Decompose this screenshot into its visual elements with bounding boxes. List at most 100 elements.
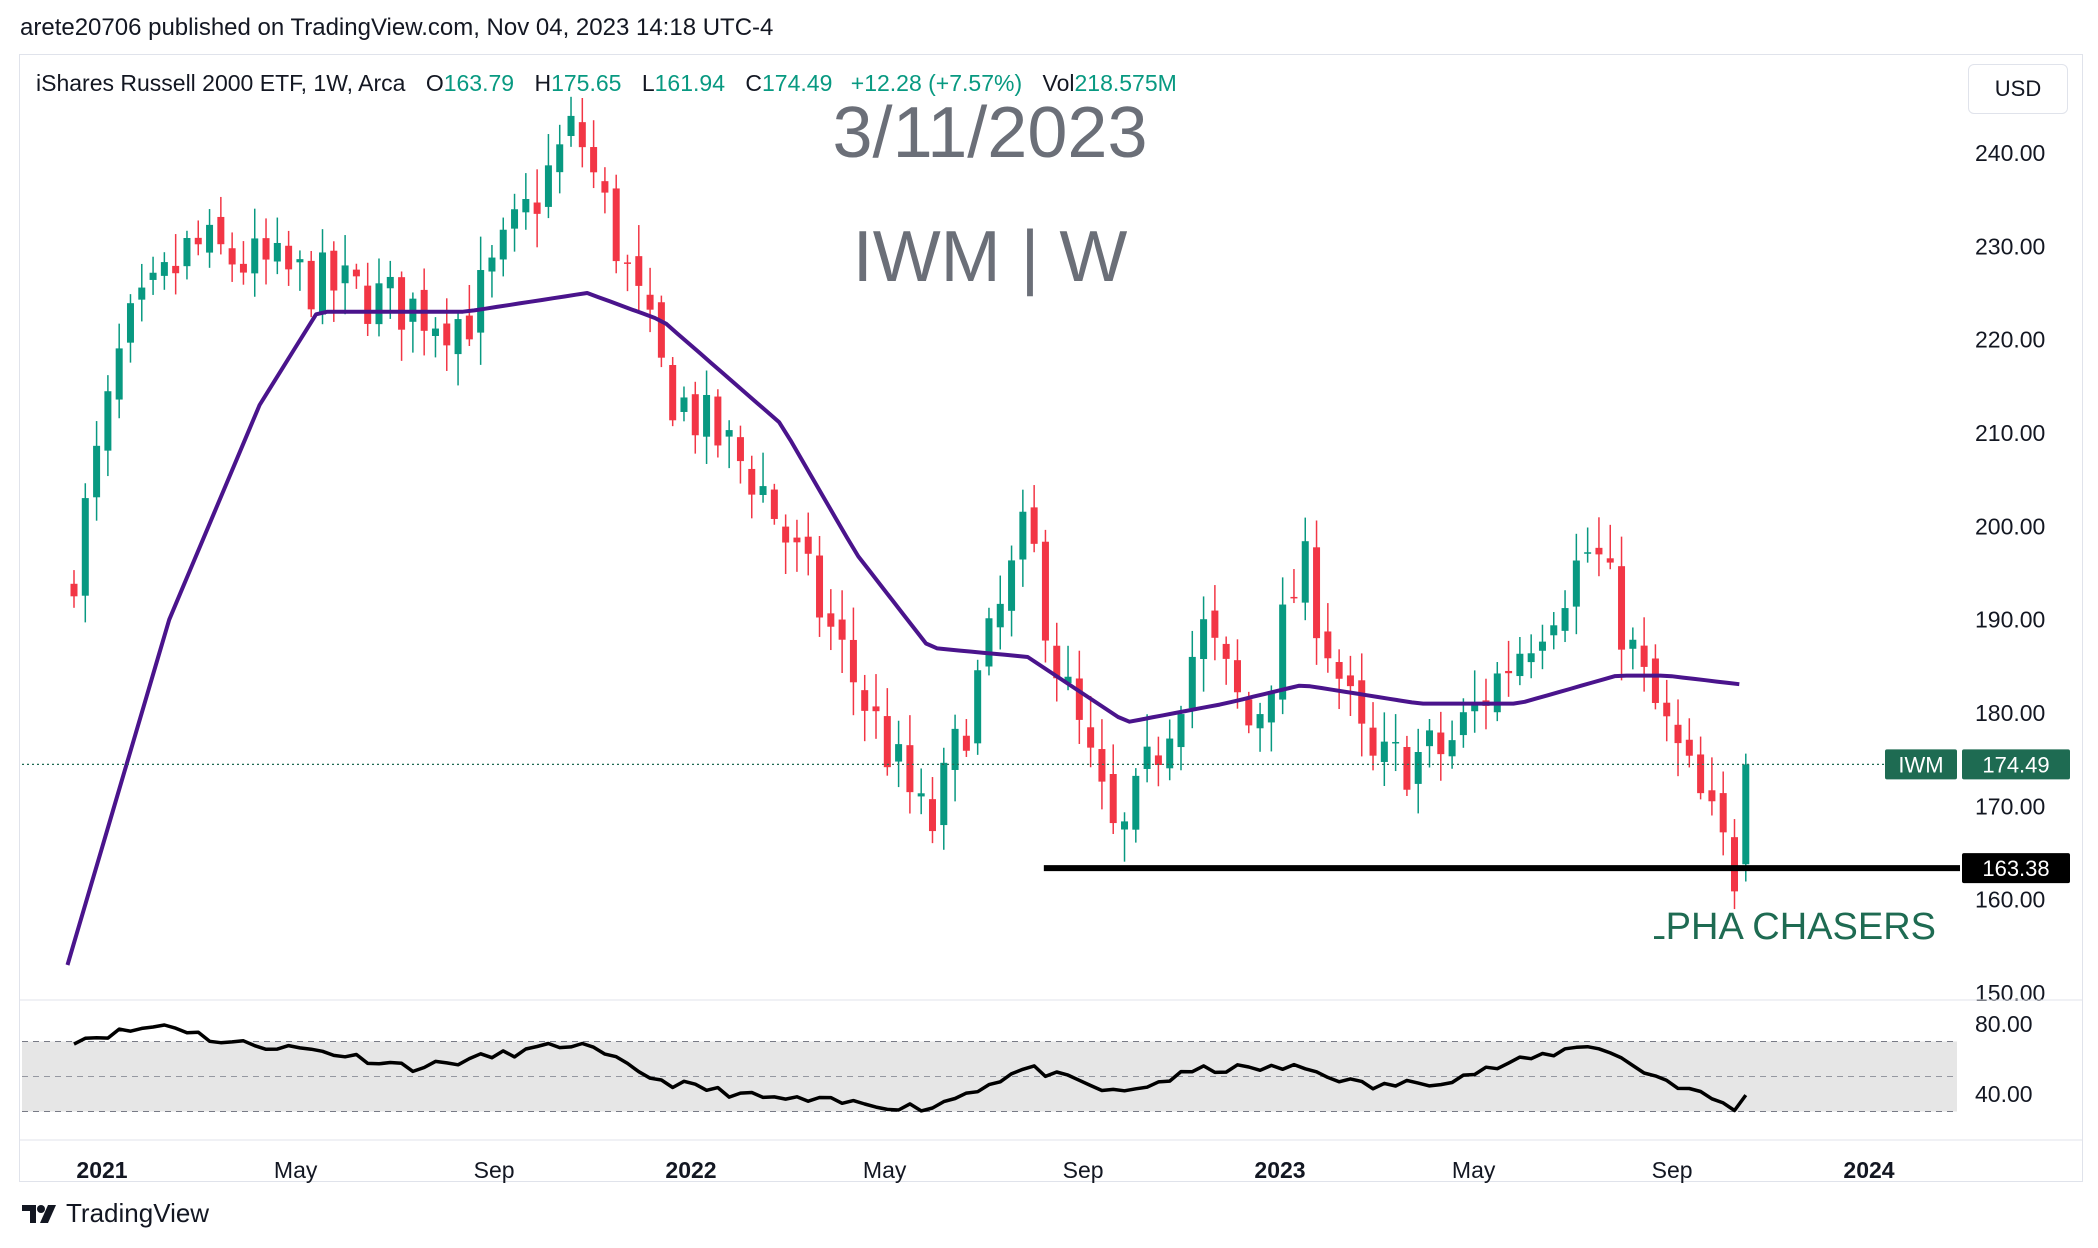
candle-body — [759, 486, 767, 495]
legend-open-label: O — [425, 70, 444, 96]
last-price-value: 174.49 — [1982, 752, 2049, 777]
candle-body — [985, 618, 993, 667]
tradingview-logo[interactable]: TradingView — [22, 1198, 209, 1229]
candle-body — [477, 270, 485, 333]
candle-body — [612, 188, 620, 262]
currency-button[interactable]: USD — [1968, 64, 2068, 114]
watermark-date: 3/11/2023 — [832, 93, 1148, 173]
candle-body — [804, 536, 812, 554]
candle-body — [1505, 670, 1513, 674]
candle-body — [1087, 727, 1095, 748]
candle-body — [1313, 547, 1321, 639]
candle-body — [635, 256, 643, 286]
candle-body — [1019, 511, 1027, 560]
alpha-chasers-text: ALPHA CHASERS — [1654, 906, 1936, 948]
candle-body — [1233, 660, 1241, 693]
candle-body — [657, 302, 665, 358]
candle-body — [1188, 656, 1196, 709]
candle-body — [782, 526, 790, 543]
legend-high-value: 175.65 — [551, 70, 622, 96]
candle-body — [296, 259, 304, 263]
candle-body — [273, 242, 281, 262]
candle-body — [872, 706, 880, 712]
candle-body — [883, 716, 891, 768]
candle-body — [1279, 604, 1287, 700]
candle-body — [194, 237, 202, 245]
candle-body — [1618, 566, 1626, 650]
candle-body — [1527, 653, 1535, 663]
legend-volume-value: 218.575M — [1074, 70, 1177, 96]
price-tick-label: 200.00 — [1975, 513, 2045, 539]
last-price-tag — [1962, 749, 2070, 780]
candle-body — [1358, 680, 1366, 724]
watermark-symbol: IWM | W — [852, 217, 1128, 297]
candle-body — [838, 619, 846, 640]
candle-body — [1572, 560, 1580, 607]
candle-body — [1143, 746, 1151, 769]
candle-body — [714, 396, 722, 446]
time-tick-label: Sep — [474, 1157, 515, 1183]
candle-body — [375, 283, 383, 325]
candle-body — [680, 397, 688, 412]
symbol-price-tag — [1885, 749, 1957, 780]
candle-body — [736, 437, 744, 462]
candle-body — [126, 303, 134, 343]
candle-body — [1663, 702, 1671, 717]
time-tick-label: May — [1452, 1157, 1496, 1183]
candle-body — [906, 745, 914, 793]
candle-body — [499, 229, 507, 260]
candle-body — [1595, 547, 1603, 555]
price-tick-label: 170.00 — [1975, 793, 2045, 819]
candle-body — [160, 262, 168, 276]
symbol-tag-label: IWM — [1898, 752, 1943, 777]
candle-body — [1211, 610, 1219, 638]
candle-body — [861, 690, 869, 711]
rsi-tick-label: 80.00 — [1975, 1011, 2033, 1037]
candle-body — [138, 287, 146, 300]
candle-body — [465, 315, 473, 340]
candle-body — [115, 348, 123, 400]
candle-body — [590, 147, 598, 173]
candle-body — [962, 735, 970, 751]
candle-body — [816, 555, 824, 618]
candle-body — [1606, 558, 1614, 563]
time-tick-label: 2024 — [1843, 1157, 1894, 1183]
candle-body — [1324, 631, 1332, 659]
candle-body — [1166, 738, 1174, 769]
candle-body — [307, 260, 315, 310]
candle-body — [1403, 746, 1411, 790]
candle-body — [1437, 732, 1445, 755]
candle-body — [386, 276, 394, 289]
candle-body — [454, 319, 462, 355]
candle-body — [206, 224, 214, 253]
candle-body — [748, 468, 756, 495]
candle-body — [1256, 714, 1264, 729]
candle-body — [793, 537, 801, 543]
support-price-tag — [1962, 853, 2070, 884]
candle-body — [262, 238, 270, 260]
legend-open-value: 163.79 — [443, 70, 515, 96]
candle-body — [1742, 764, 1750, 865]
alpha-chasers-watermark: ALPHA CHASERS — [1654, 906, 1936, 949]
candle-body — [239, 263, 247, 273]
candle-body — [1448, 740, 1456, 757]
candle-body — [533, 202, 541, 214]
candle-body — [1290, 596, 1298, 599]
candle-body — [1301, 541, 1309, 603]
candle-body — [1730, 837, 1738, 892]
candle-body — [703, 394, 711, 437]
candle-body — [1380, 741, 1388, 762]
candle-body — [623, 262, 631, 264]
candle-body — [669, 365, 677, 421]
candle-body — [646, 294, 654, 310]
candle-body — [1426, 730, 1434, 747]
candle-body — [974, 670, 982, 744]
candle-body — [1719, 793, 1727, 833]
moving-average-line — [65, 291, 1740, 966]
candle-body — [1041, 541, 1049, 641]
chart-pane — [19, 54, 2083, 1182]
candle-body — [996, 603, 1004, 628]
candle-body — [93, 445, 101, 498]
candle-body — [1640, 645, 1648, 667]
candle-body — [1651, 658, 1659, 703]
